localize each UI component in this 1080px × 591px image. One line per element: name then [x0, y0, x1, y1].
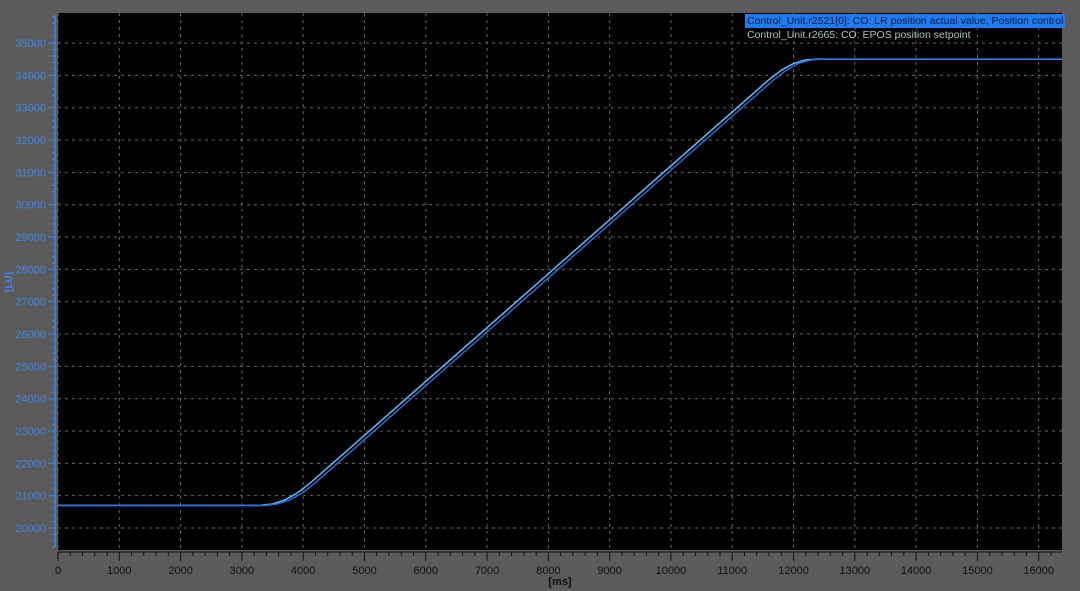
x-axis-label: [ms] — [548, 576, 572, 588]
y-tick-label: 24000 — [15, 394, 46, 406]
y-tick-label: 21000 — [15, 491, 46, 503]
plot-area — [58, 13, 1062, 550]
x-tick-label: 16000 — [1023, 565, 1054, 577]
y-tick-label: 26000 — [15, 329, 46, 341]
x-tick-label: 1000 — [107, 565, 131, 577]
x-tick-label: 4000 — [291, 565, 315, 577]
y-tick-label: 27000 — [15, 297, 46, 309]
y-tick-label: 22000 — [15, 458, 46, 470]
x-tick-label: 15000 — [962, 565, 993, 577]
y-tick-label: 31000 — [15, 167, 46, 179]
x-tick-label: 11000 — [717, 565, 747, 577]
x-tick-label: 7000 — [475, 565, 499, 577]
x-tick-label: 3000 — [230, 565, 254, 577]
x-tick-label: 9000 — [597, 565, 621, 577]
x-tick-label: 13000 — [840, 565, 871, 577]
x-tick-label: 14000 — [901, 565, 932, 577]
x-tick-label: 6000 — [414, 565, 438, 577]
y-tick-label: 30000 — [15, 200, 46, 212]
x-tick-label: 10000 — [656, 565, 687, 577]
legend-item-position-setpoint[interactable]: Control_Unit.r2665: CO: EPOS position se… — [747, 29, 971, 41]
x-tick-label: 2000 — [168, 565, 192, 577]
y-tick-label: 33000 — [15, 103, 46, 115]
series-position-setpoint — [58, 58, 1062, 507]
y-axis-label: [LU] — [4, 272, 15, 292]
series-actual-position — [58, 58, 1062, 507]
y-tick-label: 23000 — [15, 426, 46, 438]
legend: Control_Unit.r2521[0]: CO: LR position a… — [745, 14, 1066, 42]
y-tick-label: 25000 — [15, 361, 46, 373]
x-tick-label: 5000 — [352, 565, 376, 577]
x-tick-label: 0 — [55, 565, 61, 577]
y-tick-label: 29000 — [15, 232, 46, 244]
legend-item-actual-position[interactable]: Control_Unit.r2521[0]: CO: LR position a… — [745, 14, 1066, 28]
x-tick-label: 12000 — [778, 565, 809, 577]
y-tick-label: 28000 — [15, 264, 46, 276]
x-tick-label: 8000 — [536, 565, 560, 577]
y-tick-label: 34000 — [15, 70, 46, 82]
y-tick-label: 35000 — [15, 38, 46, 50]
y-tick-label: 32000 — [15, 135, 46, 147]
y-tick-label: 20000 — [15, 523, 46, 535]
